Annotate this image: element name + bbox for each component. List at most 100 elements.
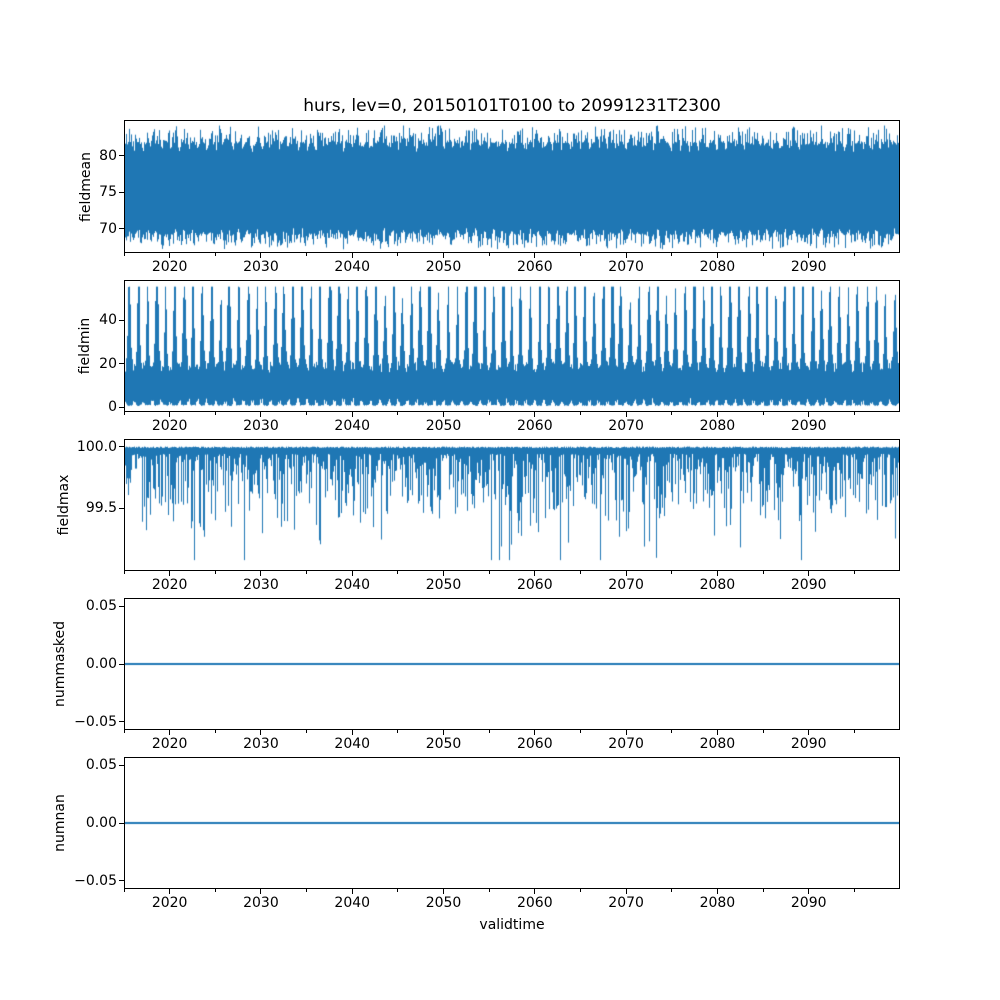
x-tick-label: 2080 — [699, 577, 736, 593]
x-tick-label: 2060 — [516, 259, 553, 275]
x-tick-label: 2060 — [516, 895, 553, 911]
x-minor-tick-mark — [671, 412, 673, 415]
x-tick-mark — [534, 571, 536, 576]
y-tick-label: −0.05 — [74, 872, 117, 889]
x-tick-mark — [443, 730, 445, 735]
x-minor-tick-mark — [306, 571, 308, 574]
x-tick-label: 2080 — [699, 736, 736, 752]
y-tick-label: 0.00 — [85, 815, 117, 831]
y-tick-label: 0 — [108, 399, 117, 416]
x-minor-tick-mark — [488, 889, 490, 892]
x-tick-label: 2040 — [334, 736, 371, 752]
x-tick-mark — [443, 889, 445, 894]
x-tick-label: 2070 — [608, 259, 644, 275]
fieldmin-data-canvas — [125, 281, 899, 411]
x-tick-label: 2070 — [608, 736, 644, 752]
x-minor-tick-mark — [397, 889, 399, 892]
x-tick-mark — [625, 571, 627, 576]
x-minor-tick-mark — [762, 253, 764, 256]
x-minor-tick-mark — [762, 889, 764, 892]
y-tick-mark — [119, 228, 124, 230]
x-tick-mark — [808, 889, 810, 894]
x-tick-label: 2040 — [334, 577, 371, 593]
x-minor-tick-mark — [853, 571, 855, 574]
x-tick-label: 2050 — [425, 577, 462, 593]
y-tick-mark — [119, 191, 124, 193]
x-tick-label: 2040 — [334, 418, 371, 434]
x-minor-tick-mark — [397, 730, 399, 733]
x-minor-tick-mark — [488, 730, 490, 733]
x-minor-tick-mark — [671, 253, 673, 256]
x-tick-label: 2050 — [425, 418, 462, 434]
x-minor-tick-mark — [397, 571, 399, 574]
x-tick-mark — [716, 253, 718, 258]
x-tick-mark — [443, 571, 445, 576]
x-tick-label: 2060 — [516, 577, 553, 593]
x-minor-tick-mark — [853, 730, 855, 733]
x-tick-label: 2020 — [151, 418, 188, 434]
x-tick-mark — [260, 412, 262, 417]
y-tick-mark — [119, 319, 124, 321]
x-minor-tick-mark — [579, 412, 581, 415]
x-minor-tick-mark — [214, 889, 216, 892]
y-tick-label: 0.05 — [85, 598, 117, 615]
x-tick-label: 2040 — [334, 259, 371, 275]
x-tick-mark — [534, 889, 536, 894]
x-tick-mark — [351, 730, 353, 735]
x-tick-label: 2090 — [790, 736, 827, 752]
fieldmax-data-canvas — [125, 440, 899, 570]
x-tick-mark — [260, 730, 262, 735]
x-minor-tick-mark — [853, 412, 855, 415]
y-tick-mark — [119, 446, 124, 448]
x-tick-mark — [169, 730, 171, 735]
x-tick-label: 2060 — [516, 736, 553, 752]
x-tick-mark — [260, 253, 262, 258]
x-tick-mark — [808, 571, 810, 576]
y-tick-mark — [119, 155, 124, 157]
x-axis-label: validtime — [479, 917, 545, 933]
x-tick-label: 2080 — [699, 259, 736, 275]
x-tick-label: 2050 — [425, 736, 462, 752]
x-tick-mark — [169, 571, 171, 576]
x-tick-mark — [625, 730, 627, 735]
x-minor-tick-mark — [762, 730, 764, 733]
numnan-data-canvas — [125, 758, 899, 888]
x-minor-tick-mark — [397, 412, 399, 415]
x-tick-mark — [808, 730, 810, 735]
x-minor-tick-mark — [853, 889, 855, 892]
x-tick-mark — [169, 889, 171, 894]
x-tick-mark — [716, 889, 718, 894]
y-tick-mark — [119, 605, 124, 607]
x-minor-tick-mark — [306, 412, 308, 415]
y-tick-mark — [119, 507, 124, 509]
x-minor-tick-mark — [123, 571, 125, 574]
x-minor-tick-mark — [762, 412, 764, 415]
x-tick-label: 2090 — [790, 259, 827, 275]
x-minor-tick-mark — [762, 571, 764, 574]
x-tick-label: 2050 — [425, 259, 462, 275]
x-minor-tick-mark — [123, 730, 125, 733]
x-minor-tick-mark — [671, 571, 673, 574]
x-tick-label: 2060 — [516, 418, 553, 434]
x-minor-tick-mark — [123, 253, 125, 256]
y-tick-label: 75 — [99, 184, 117, 201]
x-minor-tick-mark — [214, 571, 216, 574]
y-tick-mark — [119, 822, 124, 824]
x-minor-tick-mark — [214, 412, 216, 415]
x-minor-tick-mark — [579, 253, 581, 256]
x-tick-label: 2030 — [243, 895, 279, 911]
x-minor-tick-mark — [579, 889, 581, 892]
x-tick-mark — [351, 889, 353, 894]
x-tick-label: 2090 — [790, 418, 827, 434]
x-minor-tick-mark — [214, 253, 216, 256]
y-tick-label: 80 — [99, 147, 117, 164]
x-minor-tick-mark — [306, 730, 308, 733]
x-tick-label: 2020 — [151, 259, 188, 275]
y-tick-mark — [119, 880, 124, 882]
y-tick-mark — [119, 363, 124, 365]
x-tick-label: 2020 — [151, 895, 188, 911]
x-minor-tick-mark — [671, 889, 673, 892]
y-tick-mark — [119, 663, 124, 665]
y-tick-label: 0.05 — [85, 757, 117, 774]
